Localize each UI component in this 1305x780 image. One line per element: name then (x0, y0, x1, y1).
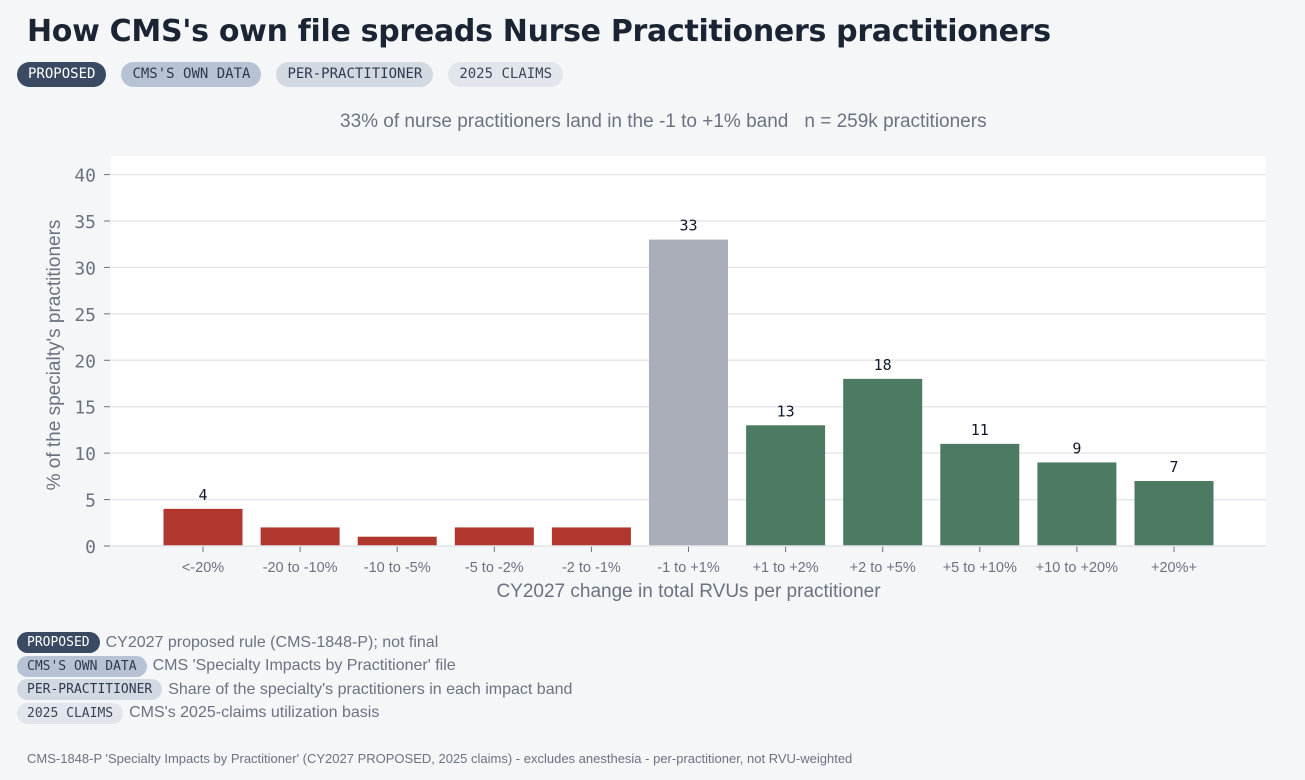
bar (746, 425, 826, 546)
legend-row-2025-claims: 2025 CLAIMS CMS's 2025-claims utilizatio… (17, 702, 572, 726)
cms-own-data-pill: CMS'S OWN DATA (121, 62, 262, 87)
x-tick-label: -20 to -10% (263, 560, 338, 576)
legend-text-per-practitioner: Share of the specialty's practitioners i… (168, 680, 573, 698)
bar-chart: 0 5 10 15 20 25 30 35 40 4 <-20% -20 to -10% -10 to … (44, 165, 1266, 602)
legend-text-cms-own-data: CMS 'Specialty Impacts by Practitioner' … (152, 657, 456, 675)
chart-subtitle: 33% of nurse practitioners land in the -… (340, 111, 987, 133)
bar (551, 527, 631, 546)
y-tick-label: 5 (85, 491, 96, 512)
bar-value-label: 18 (874, 356, 892, 374)
legend-row-per-practitioner: PER-PRACTITIONER Share of the specialty'… (17, 678, 572, 702)
x-tick-label: +2 to +5% (850, 560, 916, 576)
chart-title: How CMS's own file spreads Nurse Practit… (27, 14, 1051, 49)
y-axis-title: % of the specialty's practitioners (44, 220, 65, 491)
legend-pill-proposed: PROPOSED (17, 632, 100, 654)
tag-pills: PROPOSED CMS'S OWN DATA PER-PRACTITIONER… (17, 62, 564, 87)
x-tick-label: -10 to -5% (364, 560, 431, 576)
x-axis-title: CY2027 change in total RVUs per practiti… (496, 581, 881, 602)
proposed-pill: PROPOSED (17, 62, 107, 87)
y-tick-label: 30 (74, 258, 96, 279)
x-tick-label: -1 to +1% (657, 560, 720, 576)
x-tick-label: +1 to +2% (753, 560, 819, 576)
bar-value-label: 9 (1072, 439, 1081, 457)
bar (843, 378, 923, 546)
legend-row-cms-own-data: CMS'S OWN DATA CMS 'Specialty Impacts by… (17, 655, 572, 679)
bar (163, 508, 243, 546)
bar-value-label: 33 (679, 217, 697, 235)
claims-2025-pill: 2025 CLAIMS (448, 62, 564, 87)
legend-pill-per-practitioner: PER-PRACTITIONER (17, 679, 163, 701)
y-tick-label: 25 (74, 305, 96, 326)
legend-text-proposed: CY2027 proposed rule (CMS-1848-P); not f… (105, 633, 439, 651)
x-tick-label: <-20% (182, 560, 224, 576)
bar (1134, 481, 1214, 546)
x-tick-label: +10 to +20% (1036, 560, 1118, 576)
source-footnote: CMS-1848-P 'Specialty Impacts by Practit… (27, 751, 853, 766)
y-tick-label: 35 (74, 212, 96, 233)
subtitle-main: 33% of nurse practitioners land in the -… (340, 111, 789, 132)
bar-value-label: 4 (198, 486, 207, 504)
x-tick-label: -5 to -2% (465, 560, 524, 576)
bar (357, 536, 437, 546)
bar-value-label: 13 (777, 402, 795, 420)
x-tick-label: +5 to +10% (943, 560, 1017, 576)
legend-text-2025-claims: CMS's 2025-claims utilization basis (129, 704, 380, 722)
legend: PROPOSED CY2027 proposed rule (CMS-1848-… (17, 631, 572, 725)
bar (260, 527, 340, 546)
y-tick-label: 10 (74, 444, 96, 465)
y-tick-label: 0 (85, 537, 96, 558)
legend-pill-2025-claims: 2025 CLAIMS (17, 702, 124, 724)
bar (454, 527, 534, 546)
bar (1037, 462, 1117, 546)
x-tick-label: +20%+ (1151, 560, 1197, 576)
bar (649, 239, 728, 547)
bar-value-label: 11 (971, 421, 989, 439)
y-tick-label: 20 (74, 351, 96, 372)
y-tick-label: 15 (74, 398, 96, 419)
bar (940, 443, 1020, 546)
per-practitioner-pill: PER-PRACTITIONER (276, 62, 434, 87)
bar-value-label: 7 (1169, 458, 1178, 476)
legend-row-proposed: PROPOSED CY2027 proposed rule (CMS-1848-… (17, 631, 572, 655)
legend-pill-cms-own-data: CMS'S OWN DATA (17, 655, 147, 677)
x-tick-label: -2 to -1% (562, 560, 621, 576)
subtitle-n: n = 259k practitioners (804, 111, 987, 132)
y-tick-label: 40 (74, 166, 96, 187)
